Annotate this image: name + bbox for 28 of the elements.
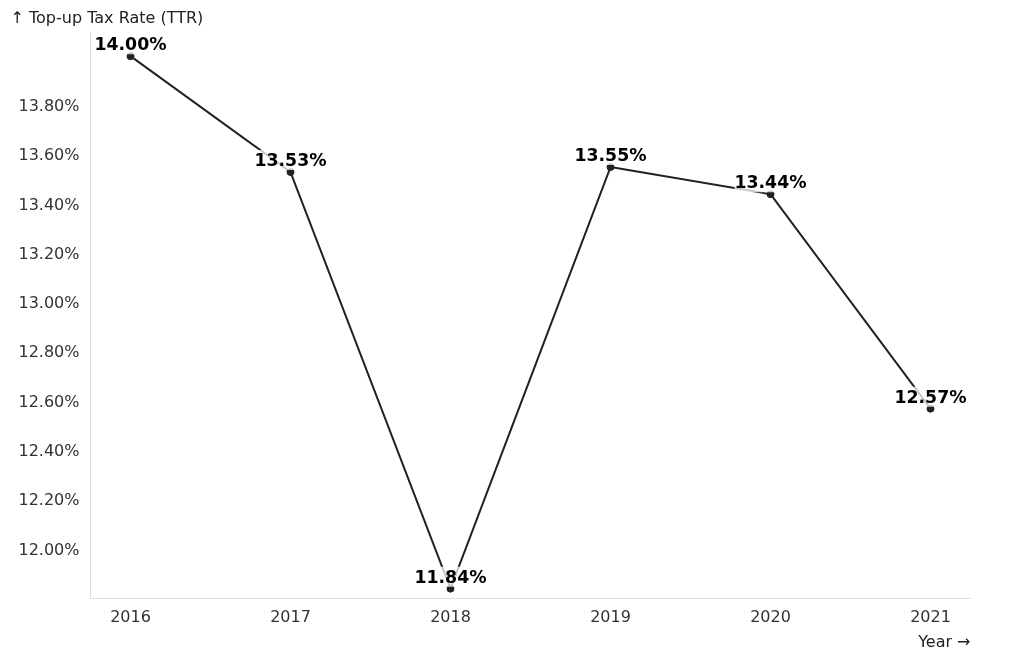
data-label: 14.00% <box>94 34 167 55</box>
x-tick-label: 2019 <box>590 606 631 626</box>
data-label: 13.55% <box>574 145 647 166</box>
data-label: 13.53% <box>254 150 327 171</box>
y-tick-label: 13.60% <box>18 145 80 165</box>
y-tick-label: 12.40% <box>18 441 80 461</box>
x-axis-title: Year → <box>917 631 971 651</box>
y-tick-label: 12.80% <box>18 342 80 362</box>
x-tick-label: 2021 <box>910 606 951 626</box>
y-axis-title: ↑ Top-up Tax Rate (TTR) <box>10 7 204 27</box>
y-tick-label: 12.60% <box>18 391 80 411</box>
data-label: 11.84% <box>414 566 487 587</box>
y-tick-label: 13.00% <box>18 293 80 313</box>
point <box>766 190 775 199</box>
y-tick-label: 12.20% <box>18 490 80 510</box>
x-tick-label: 2020 <box>750 606 791 626</box>
data-label: 12.57% <box>894 386 967 407</box>
y-tick-label: 13.40% <box>18 194 80 214</box>
x-tick-label: 2016 <box>110 606 151 626</box>
y-tick-label: 13.80% <box>18 95 80 115</box>
y-tick-label: 13.20% <box>18 243 80 263</box>
point <box>126 52 135 61</box>
point <box>606 163 615 172</box>
data-label: 13.44% <box>734 172 807 193</box>
point <box>286 168 295 177</box>
y-tick-label: 12.00% <box>18 539 80 559</box>
x-tick-label: 2017 <box>270 606 311 626</box>
x-tick-label: 2018 <box>430 606 471 626</box>
